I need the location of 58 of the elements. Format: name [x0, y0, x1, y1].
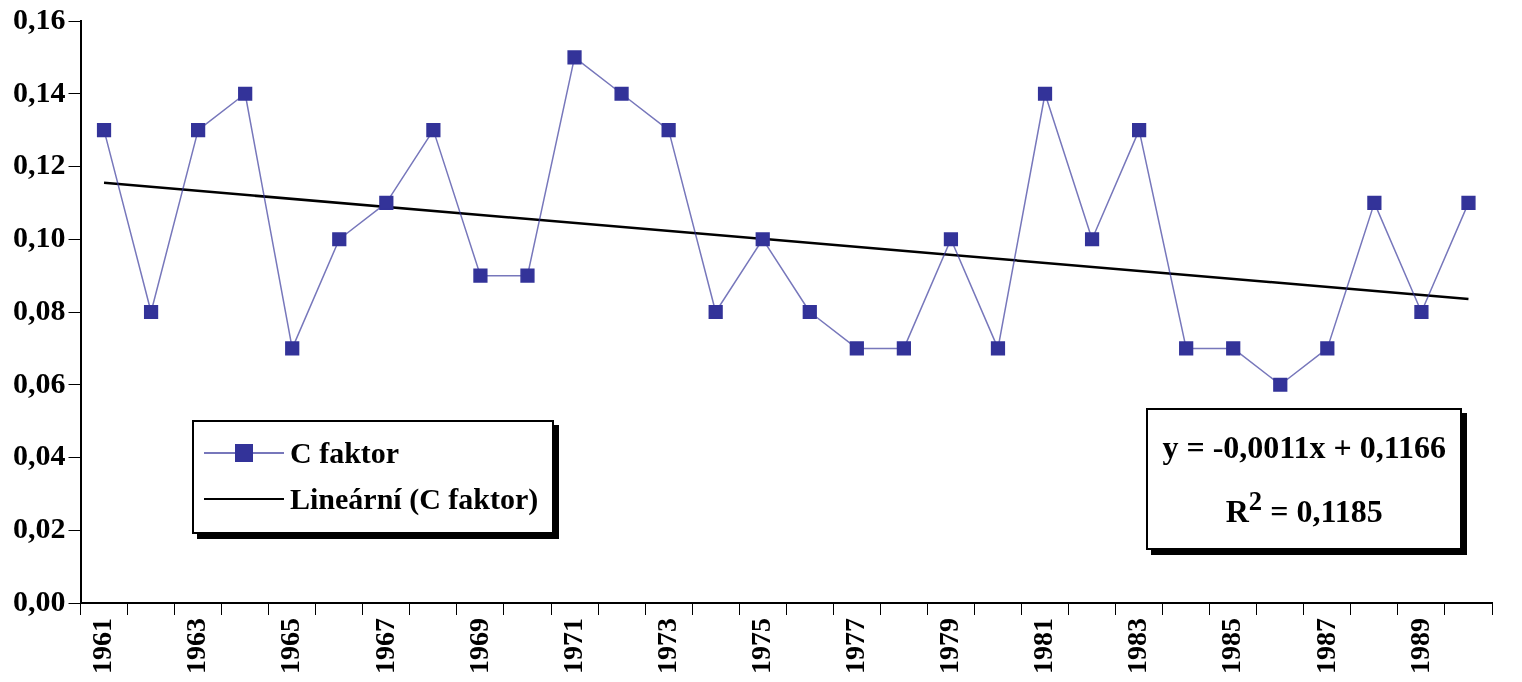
x-tick-label: 1965 [274, 618, 306, 674]
y-tick-label: 0,14 [13, 74, 66, 108]
point [896, 341, 911, 356]
point [473, 268, 488, 283]
x-tick-label: 1981 [1027, 618, 1059, 674]
y-tick-label: 0,00 [13, 583, 66, 617]
point [849, 341, 864, 356]
point [96, 123, 112, 138]
annotation: y = -0,0011x + 0,1166 [1162, 428, 1446, 467]
y-tick-label: 0,16 [13, 1, 66, 35]
x-tick-label: 1967 [368, 618, 400, 674]
point [990, 341, 1006, 356]
x-tick-label: 1979 [933, 618, 965, 674]
point [285, 341, 300, 356]
point [1132, 123, 1147, 138]
y-tick-label: 0,08 [13, 292, 66, 326]
y-tick-label: 0,06 [13, 365, 66, 399]
x-tick-label: 1985 [1215, 618, 1247, 674]
point [661, 123, 676, 138]
point [1320, 341, 1335, 356]
point [143, 304, 159, 320]
legend-label: C faktor [290, 436, 400, 470]
point [1084, 232, 1100, 247]
y-tick-label: 0,10 [13, 220, 66, 253]
point [1273, 377, 1288, 392]
point [379, 195, 394, 210]
point [1226, 341, 1241, 356]
x-tick-label: 1987 [1309, 618, 1341, 674]
point [1461, 195, 1476, 210]
y-tick-label: 0,04 [13, 438, 66, 472]
point [708, 304, 723, 320]
point [943, 232, 959, 247]
x-tick-label: 1977 [839, 618, 871, 674]
y-tick-label: 0,12 [13, 147, 66, 181]
point [1179, 341, 1194, 356]
point [238, 86, 253, 101]
annotation: R$^{2}$ = 0,1185 [1224, 485, 1384, 531]
point [332, 232, 347, 247]
y-tick-label: 0,02 [13, 511, 66, 544]
x-tick-label: 1973 [650, 618, 682, 674]
point [1367, 195, 1382, 210]
point [802, 304, 817, 320]
x-tick-label: 1969 [462, 618, 494, 674]
x-tick-label: 1971 [556, 618, 588, 674]
x-tick-label: 1983 [1121, 618, 1153, 674]
point [1037, 86, 1053, 101]
x-tick-label: 1989 [1403, 618, 1435, 674]
point [520, 268, 535, 283]
point [567, 50, 582, 65]
legend-label: Lineární (C faktor) [290, 482, 539, 516]
point [426, 123, 441, 138]
point [755, 232, 770, 247]
x-tick-label: 1961 [86, 618, 118, 674]
point [191, 123, 206, 138]
point [614, 86, 629, 101]
x-tick-label: 1963 [180, 618, 212, 674]
x-tick-label: 1975 [744, 618, 776, 674]
point [1414, 304, 1429, 320]
